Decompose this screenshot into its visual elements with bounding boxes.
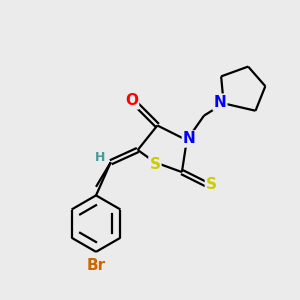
Text: N: N [214, 95, 226, 110]
Text: H: H [94, 151, 105, 164]
Text: S: S [149, 157, 161, 172]
Text: O: O [125, 93, 138, 108]
Text: S: S [206, 177, 217, 192]
Text: N: N [183, 131, 196, 146]
Text: Br: Br [86, 258, 106, 273]
